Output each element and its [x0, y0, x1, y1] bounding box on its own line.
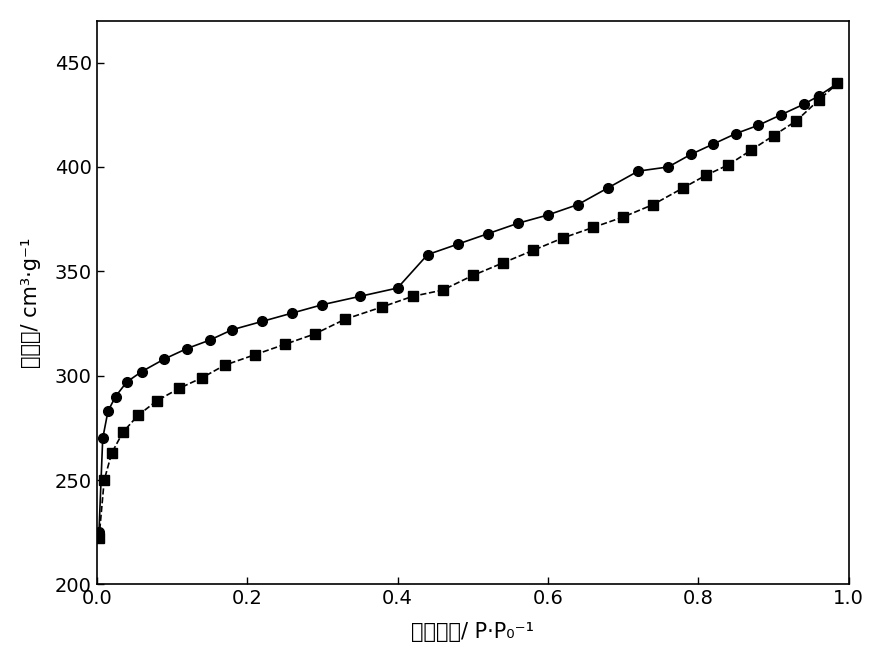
Y-axis label: 吸附量/ cm³·g⁻¹: 吸附量/ cm³·g⁻¹	[21, 237, 41, 368]
X-axis label: 相对压力/ P·P₀⁻¹: 相对压力/ P·P₀⁻¹	[412, 622, 535, 642]
